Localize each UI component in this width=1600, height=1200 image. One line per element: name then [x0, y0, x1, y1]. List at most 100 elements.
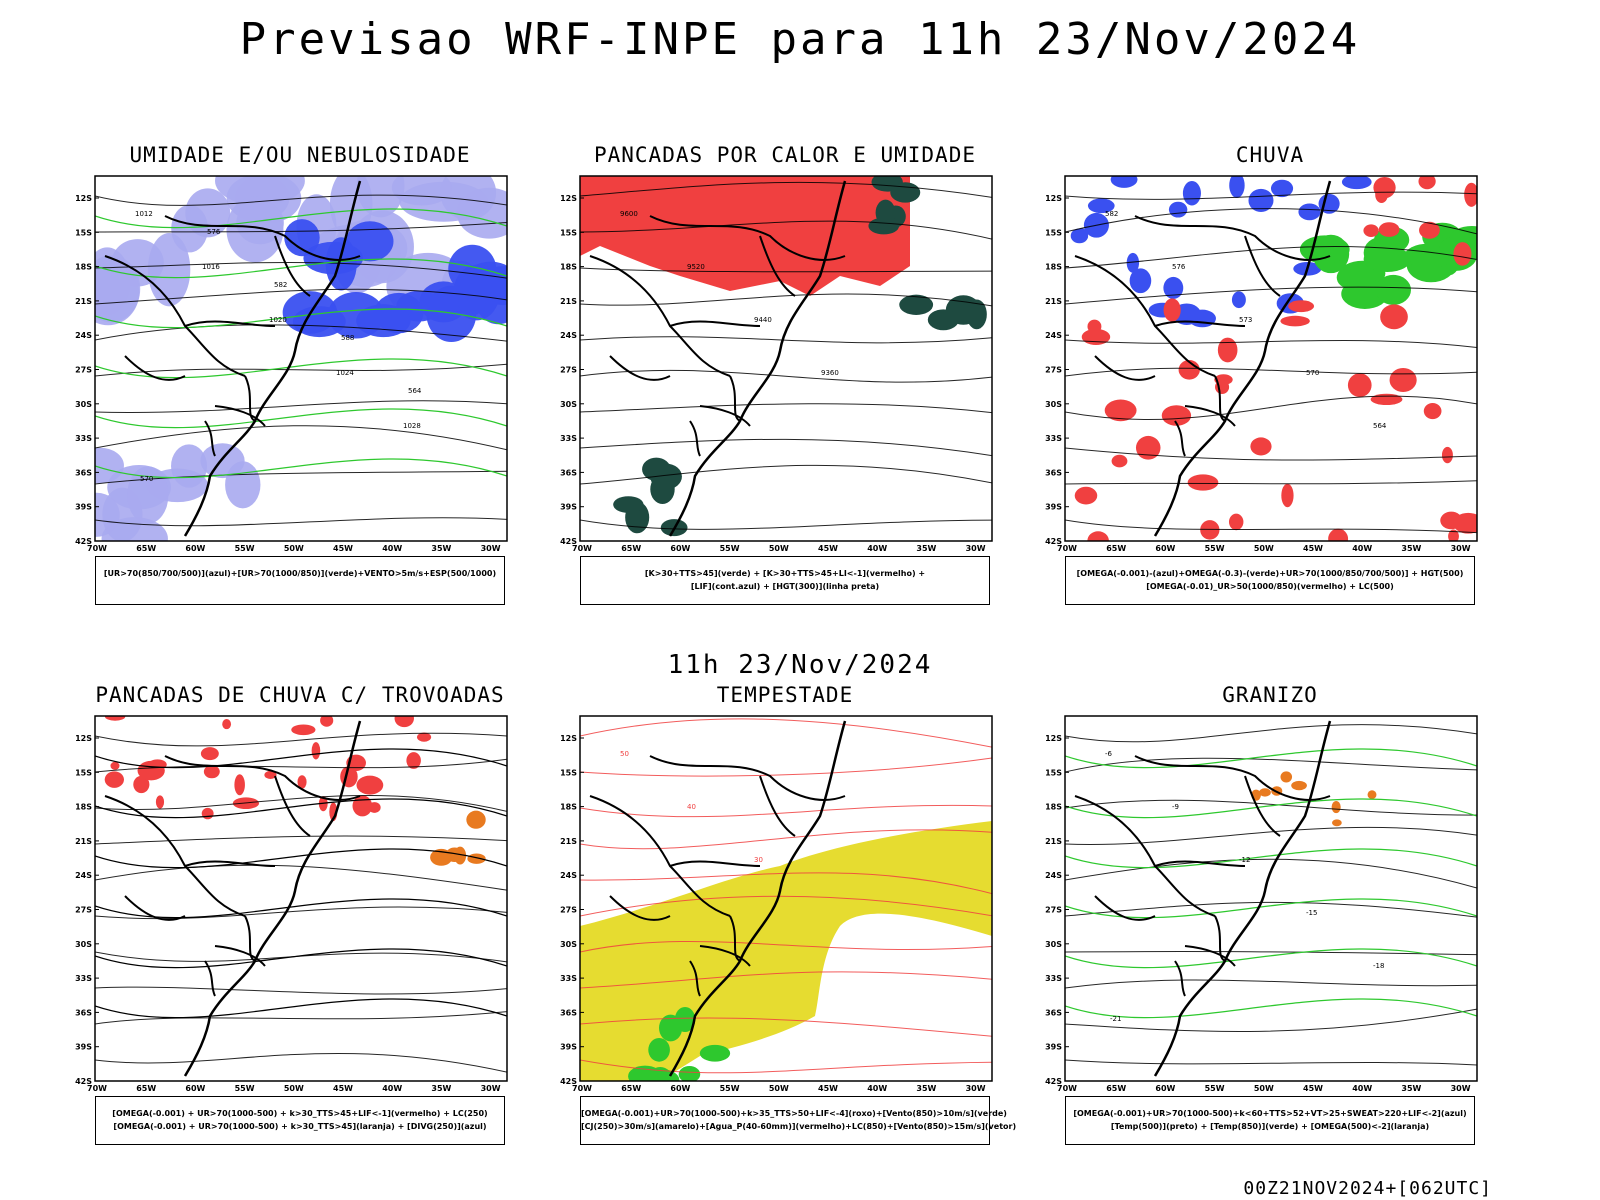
- lon-tick-label: 70W: [1057, 1084, 1077, 1093]
- lon-tick-label: 55W: [235, 544, 255, 553]
- contour-line: [1065, 951, 1477, 956]
- field-patch: [222, 719, 232, 730]
- field-patch: [650, 463, 682, 490]
- map-tempestade: 50 40 30 12S 15S 18S 21S 24S 27S 30S 33S 36S 39S 42S7…: [560, 715, 993, 1093]
- field-patch: [416, 732, 432, 742]
- contour-label: -9: [1172, 803, 1179, 811]
- field-patch: [1363, 224, 1379, 237]
- lat-tick-label: 15S: [1045, 768, 1062, 777]
- contour-line: [95, 288, 507, 305]
- lat-tick-label: 30S: [560, 400, 577, 409]
- legend-line: [CJ(250)>30m/s](amarelo)+[Agua_P(40-60mm…: [581, 1122, 1017, 1131]
- lat-tick-label: 21S: [560, 297, 577, 306]
- lon-tick-label: 50W: [769, 1084, 789, 1093]
- lat-tick-label: 15S: [560, 228, 577, 237]
- lat-tick-label: 15S: [75, 768, 92, 777]
- field-patch: [1378, 222, 1400, 237]
- lat-tick-label: 42S: [75, 1077, 92, 1086]
- contour-line: [1065, 757, 1477, 773]
- contour-line: [1065, 1008, 1477, 1032]
- lat-tick-label: 24S: [1045, 871, 1062, 880]
- lat-tick-label: 12S: [75, 194, 92, 203]
- lat-tick-label: 36S: [1045, 1008, 1062, 1017]
- field-patch: [1389, 367, 1417, 393]
- panel-pancadas-calor: PANCADAS POR CALOR E UMIDADE 9600 9520 9440…: [535, 143, 1035, 623]
- lat-tick-label: 36S: [1045, 468, 1062, 477]
- contour-label: 9440: [754, 316, 772, 324]
- field-patch: [1298, 203, 1321, 221]
- field-patch: [1074, 486, 1098, 505]
- legend-line: [OMEGA(-0.001) + UR>70(1000-500) + k>30_…: [113, 1122, 487, 1131]
- contour-line: [95, 208, 507, 229]
- lat-tick-label: 12S: [1045, 194, 1062, 203]
- field-patch: [95, 447, 124, 484]
- contour-label: 1024: [336, 369, 354, 377]
- contour-line: [1065, 901, 1477, 918]
- field-patch: [391, 176, 452, 206]
- lon-tick-label: 35W: [431, 1084, 451, 1093]
- lon-tick-label: 60W: [185, 1084, 205, 1093]
- field-patch: [95, 259, 140, 326]
- coastline: [1153, 180, 1332, 537]
- lon-tick-label: 55W: [1205, 544, 1225, 553]
- lat-tick-label: 21S: [560, 837, 577, 846]
- map-frame: [94, 715, 508, 1082]
- lon-tick-label: 40W: [382, 1084, 402, 1093]
- field-patch: [1248, 188, 1274, 213]
- field-patch: [875, 199, 896, 226]
- field-patch: [456, 276, 487, 316]
- lon-tick-label: 70W: [87, 544, 107, 553]
- contour-line: [95, 458, 507, 479]
- legend-line: [UR>70(850/700/500)](azul)+[UR>70(1000/8…: [103, 569, 497, 578]
- lat-tick-label: 21S: [1045, 297, 1062, 306]
- contour-label: -21: [1110, 1015, 1121, 1023]
- contour-line: [580, 829, 992, 850]
- lat-tick-label: 39S: [75, 1043, 92, 1052]
- field-patch: [133, 775, 150, 794]
- lat-tick-label: 39S: [75, 503, 92, 512]
- contour-line: [95, 848, 507, 869]
- contour-label: -15: [1306, 909, 1317, 917]
- field-patch: [1087, 319, 1102, 334]
- contour-line: [95, 400, 507, 413]
- field-patch: [1228, 513, 1244, 531]
- field-patch: [1418, 176, 1436, 190]
- field-patch: [613, 496, 644, 513]
- contour-line: [95, 1011, 507, 1025]
- coastline: [1153, 720, 1332, 1077]
- legend-line: [OMEGA(-0.001)-(azul)+OMEGA(-0.3)-(verde…: [1076, 569, 1464, 578]
- lon-tick-label: 40W: [382, 544, 402, 553]
- lat-tick-label: 27S: [75, 906, 92, 915]
- contour-label: 564: [1373, 422, 1387, 430]
- lat-tick-label: 15S: [75, 228, 92, 237]
- legend-line: [OMEGA(-0.001) + UR>70(1000-500) + k>30_…: [112, 1109, 488, 1118]
- contour-line: [95, 221, 507, 233]
- contour-line: [1065, 286, 1477, 305]
- field-patch: [104, 716, 126, 721]
- lat-tick-label: 30S: [1045, 940, 1062, 949]
- field-patch: [899, 294, 934, 315]
- field-patch: [200, 747, 219, 761]
- lat-tick-label: 24S: [75, 331, 92, 340]
- contour-line: [95, 194, 507, 206]
- panel-umidade: UMIDADE E/OU NEBULOSIDADE 1012 1016 1020 102…: [50, 143, 550, 623]
- field-patch: [1441, 446, 1453, 464]
- lon-tick-label: 60W: [670, 544, 690, 553]
- field-patch: [284, 219, 320, 257]
- field-patch: [1331, 800, 1341, 814]
- map-frame: [1064, 175, 1478, 542]
- lat-tick-label: 18S: [560, 263, 577, 272]
- field-patch: [1453, 512, 1477, 534]
- contour-label: -6: [1105, 750, 1113, 758]
- lon-tick-label: 35W: [431, 544, 451, 553]
- lat-tick-label: 33S: [75, 434, 92, 443]
- lon-tick-label: 65W: [136, 1084, 156, 1093]
- country-borders: [104, 215, 361, 457]
- contour-label: -12: [1239, 856, 1250, 864]
- map-frame: [1064, 715, 1478, 1082]
- lon-tick-label: 40W: [1352, 1084, 1372, 1093]
- lat-tick-label: 33S: [1045, 434, 1062, 443]
- lat-tick-label: 18S: [1045, 263, 1062, 272]
- contour-line: [1065, 748, 1477, 769]
- footer-run-info: 00Z21NOV2024+[062UTC]: [1243, 1178, 1492, 1199]
